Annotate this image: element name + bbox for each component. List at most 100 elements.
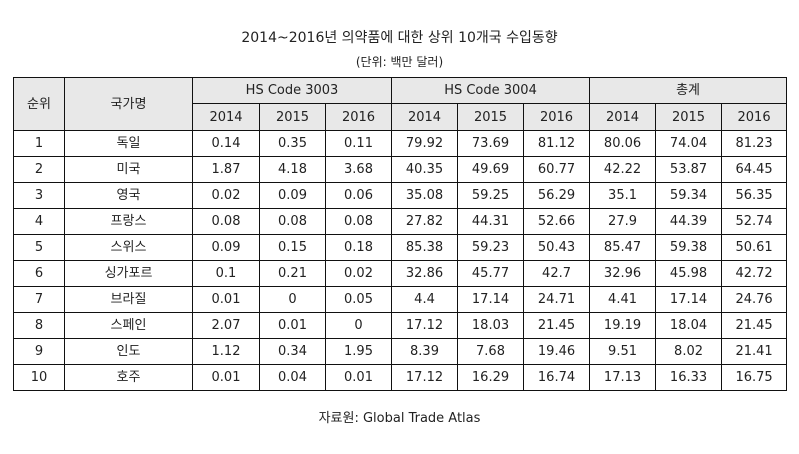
header-year: 2015: [655, 103, 723, 131]
unit-note: (단위: 백만 달러): [355, 55, 444, 69]
value-cell: 35.1: [589, 182, 657, 209]
value-cell: 0.1: [192, 260, 260, 287]
value-cell: 52.66: [523, 208, 591, 235]
value-cell: 0: [324, 312, 393, 339]
header-year: 2014: [391, 103, 459, 131]
country-cell: 프랑스: [64, 208, 193, 235]
value-cell: 7.68: [457, 338, 525, 365]
value-cell: 0.01: [192, 364, 260, 391]
table-row: 2 미국 1.87 4.18 3.68 40.35 49.69 60.77 42.22 53.87…: [13, 156, 788, 183]
value-cell: 21.45: [721, 312, 788, 339]
value-cell: 2.07: [192, 312, 260, 339]
table-row: 4 프랑스 0.08 0.08 0.08 27.82 44.31 52.66 27.9 44.39…: [13, 208, 788, 235]
value-cell: 9.51: [589, 338, 657, 365]
rank-cell: 9: [13, 338, 65, 365]
rank-cell: 4: [13, 208, 65, 235]
value-cell: 0.35: [259, 130, 326, 157]
table-row: 10 호주 0.01 0.04 0.01 17.12 16.29 16.74 17.13 16.3…: [13, 364, 788, 391]
value-cell: 0.01: [259, 312, 326, 339]
value-cell: 24.76: [721, 286, 788, 313]
value-cell: 16.74: [523, 364, 591, 391]
rank-cell: 3: [13, 182, 65, 209]
value-cell: 0.18: [324, 234, 393, 261]
value-cell: 59.34: [655, 182, 723, 209]
table-row: 7 브라질 0.01 0 0.05 4.4 17.14 24.71 4.41 17.14 24.76: [13, 286, 788, 313]
header-year: 2015: [259, 103, 326, 131]
value-cell: 42.7: [523, 260, 591, 287]
value-cell: 42.22: [589, 156, 657, 183]
value-cell: 0.15: [259, 234, 326, 261]
source-note: 자료원: Global Trade Atlas: [318, 411, 481, 426]
import-table: 순위 국가명 HS Code 3003 HS Code 3004 총계 2014…: [13, 77, 788, 391]
value-cell: 18.04: [655, 312, 723, 339]
value-cell: 21.45: [523, 312, 591, 339]
value-cell: 32.86: [391, 260, 459, 287]
value-cell: 0.14: [192, 130, 260, 157]
header-year: 2014: [589, 103, 657, 131]
header-rank: 순위: [13, 77, 65, 131]
table-row: 9 인도 1.12 0.34 1.95 8.39 7.68 19.46 9.51 8.02 21.4…: [13, 338, 788, 365]
value-cell: 0.21: [259, 260, 326, 287]
header-year: 2014: [192, 103, 260, 131]
rank-cell: 2: [13, 156, 65, 183]
rank-cell: 5: [13, 234, 65, 261]
header-year: 2016: [523, 103, 591, 131]
value-cell: 0: [259, 286, 326, 313]
value-cell: 45.77: [457, 260, 525, 287]
value-cell: 1.95: [324, 338, 393, 365]
value-cell: 0.08: [324, 208, 393, 235]
value-cell: 0.34: [259, 338, 326, 365]
value-cell: 18.03: [457, 312, 525, 339]
value-cell: 0.11: [324, 130, 393, 157]
country-cell: 미국: [64, 156, 193, 183]
country-cell: 영국: [64, 182, 193, 209]
value-cell: 0.05: [324, 286, 393, 313]
header-hs3003: HS Code 3003: [191, 77, 393, 104]
value-cell: 59.23: [457, 234, 525, 261]
country-cell: 브라질: [64, 286, 193, 313]
country-cell: 인도: [64, 338, 193, 365]
value-cell: 35.08: [391, 182, 459, 209]
value-cell: 49.69: [457, 156, 525, 183]
value-cell: 59.38: [655, 234, 723, 261]
value-cell: 80.06: [589, 130, 657, 157]
value-cell: 19.46: [523, 338, 591, 365]
rank-cell: 7: [13, 286, 65, 313]
header-year: 2016: [324, 103, 393, 131]
value-cell: 4.41: [589, 286, 657, 313]
table-title: 2014~2016년 의약품에 대한 상위 10개국 수입동향: [241, 30, 558, 46]
value-cell: 59.25: [457, 182, 525, 209]
value-cell: 50.61: [721, 234, 788, 261]
value-cell: 27.9: [589, 208, 657, 235]
value-cell: 16.33: [655, 364, 723, 391]
value-cell: 64.45: [721, 156, 788, 183]
value-cell: 85.38: [391, 234, 459, 261]
rank-cell: 6: [13, 260, 65, 287]
value-cell: 56.35: [721, 182, 788, 209]
value-cell: 79.92: [391, 130, 459, 157]
value-cell: 17.12: [391, 364, 459, 391]
table-row: 5 스위스 0.09 0.15 0.18 85.38 59.23 50.43 85.47 59.3…: [13, 234, 788, 261]
value-cell: 17.14: [457, 286, 525, 313]
value-cell: 74.04: [655, 130, 723, 157]
value-cell: 17.13: [589, 364, 657, 391]
country-cell: 스페인: [64, 312, 193, 339]
header-hs3004: HS Code 3004: [391, 77, 591, 104]
header-total: 총계: [589, 77, 788, 104]
value-cell: 0.01: [324, 364, 393, 391]
header-year: 2016: [721, 103, 788, 131]
value-cell: 17.12: [391, 312, 459, 339]
table-row: 6 싱가포르 0.1 0.21 0.02 32.86 45.77 42.7 32.96 45.98…: [13, 260, 788, 287]
value-cell: 24.71: [523, 286, 591, 313]
value-cell: 52.74: [721, 208, 788, 235]
value-cell: 0.04: [259, 364, 326, 391]
value-cell: 4.4: [391, 286, 459, 313]
table-row: 8 스페인 2.07 0.01 0 17.12 18.03 21.45 19.19 18.04 21…: [13, 312, 788, 339]
value-cell: 21.41: [721, 338, 788, 365]
value-cell: 0.08: [192, 208, 260, 235]
value-cell: 0.02: [324, 260, 393, 287]
value-cell: 8.39: [391, 338, 459, 365]
value-cell: 0.06: [324, 182, 393, 209]
country-cell: 호주: [64, 364, 193, 391]
value-cell: 0.08: [259, 208, 326, 235]
